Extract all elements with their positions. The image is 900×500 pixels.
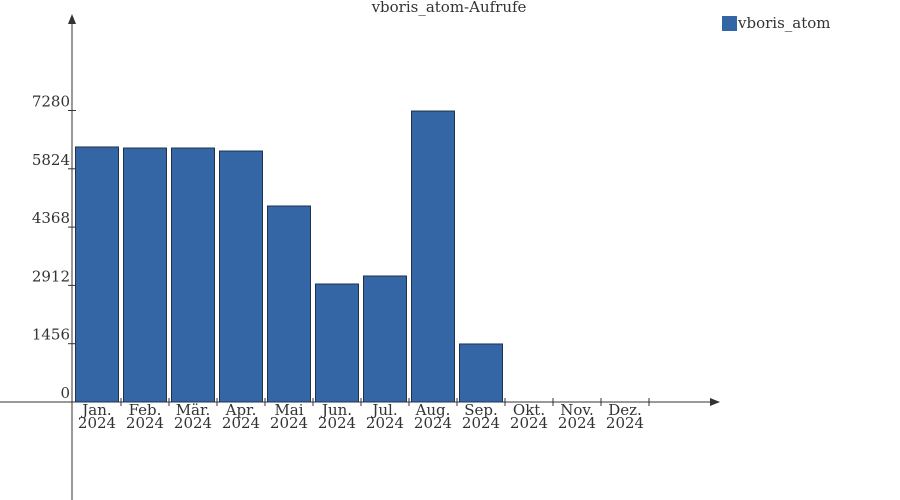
x-tick-label: Feb. 2024 xyxy=(125,401,165,432)
x-tick-label: Mär. 2024 xyxy=(173,401,213,432)
bar xyxy=(363,275,407,403)
y-tick-label: 4368 xyxy=(32,209,70,227)
x-tick-label: Jun. 2024 xyxy=(317,401,357,432)
legend-label: vboris_atom xyxy=(737,14,831,32)
bar xyxy=(459,343,503,403)
y-tick-label: 0 xyxy=(60,384,70,402)
legend-swatch xyxy=(722,16,737,31)
bar xyxy=(171,147,215,403)
chart-title: vboris_atom-Aufrufe xyxy=(371,0,527,16)
x-tick-label: Apr. 2024 xyxy=(221,401,261,432)
x-tick-label: Nov. 2024 xyxy=(557,401,597,432)
x-tick-label: Jan. 2024 xyxy=(77,401,117,432)
y-tick-label: 1456 xyxy=(32,326,70,344)
x-tick-label: Okt. 2024 xyxy=(509,401,549,432)
bar xyxy=(267,205,311,403)
bar xyxy=(315,283,359,403)
bar xyxy=(219,150,263,403)
x-tick-label: Aug. 2024 xyxy=(413,401,453,432)
bar xyxy=(411,110,455,403)
y-tick-label: 5824 xyxy=(32,151,70,169)
x-tick-label: Jul. 2024 xyxy=(365,401,405,432)
y-tick-label: 7280 xyxy=(32,92,70,110)
x-tick-label: Sep. 2024 xyxy=(461,401,501,432)
y-tick-label: 2912 xyxy=(32,267,70,285)
x-tick-label: Mai 2024 xyxy=(269,401,309,432)
bar xyxy=(75,146,119,403)
bar xyxy=(123,147,167,403)
x-tick-label: Dez. 2024 xyxy=(605,401,645,432)
